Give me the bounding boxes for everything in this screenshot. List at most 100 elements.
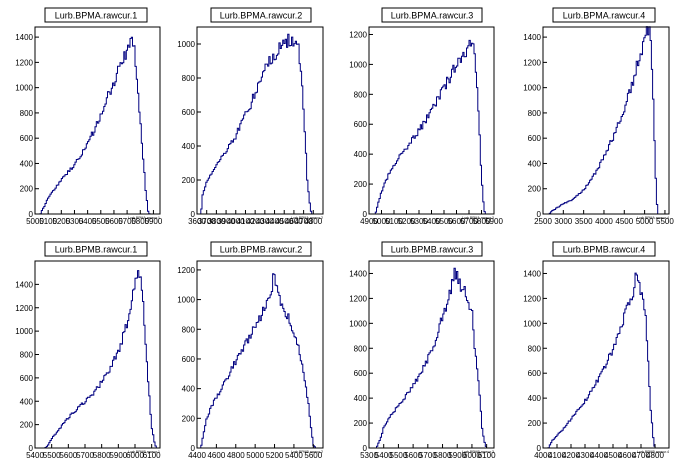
histogram-panel-4: 0 200 400 600 800 1000 1200 1400 2500 3000 3500 400… xyxy=(523,7,674,226)
y-tick-label: 0 xyxy=(537,444,542,453)
plot-frame xyxy=(542,260,670,449)
y-tick-label: 400 xyxy=(354,150,368,159)
y-tick-label: 800 xyxy=(182,74,196,83)
x-tick-label: 4800 xyxy=(227,451,245,460)
y-tick-label: 1200 xyxy=(15,58,33,67)
y-tick-label: 200 xyxy=(354,180,368,189)
x-tick-label: 5500 xyxy=(92,217,110,226)
histogram-line xyxy=(197,33,323,215)
y-tick-label: 1400 xyxy=(349,269,367,278)
x-tick-label: 3600 xyxy=(188,217,206,226)
y-tick-label: 800 xyxy=(528,109,542,118)
y-tick-label: 1000 xyxy=(349,319,367,328)
histogram-title: Lurb.BPMB.rawcur.4 xyxy=(563,245,646,255)
y-tick-label: 1000 xyxy=(177,40,195,49)
title-box xyxy=(44,7,148,23)
y-tick-label: 400 xyxy=(528,159,542,168)
title-box xyxy=(381,7,483,23)
title-box xyxy=(381,241,483,257)
plot-frame xyxy=(34,26,161,215)
plot-frame xyxy=(368,260,495,449)
y-tick-label: 1200 xyxy=(523,58,541,67)
y-tick-label: 200 xyxy=(528,185,542,194)
x-tick-label: 5800 xyxy=(131,217,149,226)
x-tick-label: 4100 xyxy=(548,451,566,460)
histogram-title: Lurb.BPMA.rawcur.2 xyxy=(220,11,303,21)
histogram-panel-5: 0 200 400 600 800 1000 1200 1400 540055005600570… xyxy=(15,241,161,460)
x-axis-label: Lurb.BPMA.rawcur.4 xyxy=(637,216,669,220)
x-tick-label: 5400 xyxy=(375,451,393,460)
title-box xyxy=(552,241,656,257)
y-tick-label: 800 xyxy=(20,351,34,360)
title-box xyxy=(210,7,312,23)
x-tick-label: 4500 xyxy=(275,217,293,226)
x-axis-label: Lurb.BPMA.rawcur.1 xyxy=(128,216,160,220)
x-tick-label: 4100 xyxy=(237,217,255,226)
x-tick-label: 4300 xyxy=(256,217,274,226)
x-tick-label: 5200 xyxy=(266,451,284,460)
x-axis-label: Lurb.BPMB.rawcur.2 xyxy=(291,450,323,454)
x-tick-label: 3000 xyxy=(554,217,572,226)
x-tick-label: 5000 xyxy=(246,451,264,460)
y-tick-label: 1000 xyxy=(177,296,195,305)
x-tick-label: 5500 xyxy=(390,451,408,460)
x-tick-label: 4000 xyxy=(534,451,552,460)
x-tick-label: 4700 xyxy=(295,217,313,226)
y-tick-label: 0 xyxy=(191,210,196,219)
histogram-line xyxy=(35,36,160,215)
x-tick-label: 5900 xyxy=(485,217,503,226)
y-tick-label: 600 xyxy=(182,108,196,117)
x-tick-label: 5000 xyxy=(373,217,391,226)
histogram-panel-2: 0 200 400 600 800 1000 36003700380039004000410… xyxy=(177,7,324,226)
y-tick-label: 1200 xyxy=(349,30,367,39)
y-tick-label: 1200 xyxy=(349,294,367,303)
x-axis-label: Lurb.BPMA.rawcur.3 xyxy=(462,216,494,220)
x-tick-label: 5600 xyxy=(105,217,123,226)
histogram-panel-3: 0 200 400 600 800 1000 1200 4900500051005200530… xyxy=(349,7,503,226)
y-tick-label: 400 xyxy=(182,385,196,394)
x-tick-label: 5300 xyxy=(360,451,378,460)
x-tick-label: 5500 xyxy=(435,217,453,226)
histogram-title: Lurb.BPMB.rawcur.1 xyxy=(55,245,138,255)
y-tick-label: 1400 xyxy=(15,280,33,289)
x-tick-label: 5800 xyxy=(93,451,111,460)
y-tick-label: 0 xyxy=(191,444,196,453)
x-tick-label: 6100 xyxy=(143,451,161,460)
x-tick-label: 3700 xyxy=(198,217,216,226)
histogram-title: Lurb.BPMA.rawcur.3 xyxy=(391,11,474,21)
x-tick-label: 3900 xyxy=(217,217,235,226)
x-tick-label: 4600 xyxy=(207,451,225,460)
x-tick-label: 5100 xyxy=(39,217,57,226)
histogram-title: Lurb.BPMB.rawcur.2 xyxy=(220,245,303,255)
y-tick-label: 400 xyxy=(20,159,34,168)
x-tick-label: 5900 xyxy=(448,451,466,460)
x-tick-label: 5700 xyxy=(118,217,136,226)
x-axis-label: Lurb.BPMA.rawcur.2 xyxy=(291,216,323,220)
x-tick-label: 5400 xyxy=(79,217,97,226)
y-tick-label: 200 xyxy=(528,419,542,428)
plot-frame xyxy=(196,26,324,215)
x-tick-label: 4700 xyxy=(632,451,650,460)
x-tick-label: 4000 xyxy=(595,217,613,226)
x-tick-label: 3800 xyxy=(207,217,225,226)
histogram-line xyxy=(543,26,669,215)
y-tick-label: 400 xyxy=(182,142,196,151)
x-tick-label: 5700 xyxy=(460,217,478,226)
x-axis-label: Lurb.BPMB.rawcur.4 xyxy=(637,450,669,454)
title-box xyxy=(44,241,148,257)
histogram-title: Lurb.BPMA.rawcur.4 xyxy=(563,11,646,21)
y-tick-label: 1000 xyxy=(523,319,541,328)
histogram-panel-6: 0 200 400 600 800 1000 1200 4400 4600 4800 5000 520… xyxy=(177,241,324,460)
y-tick-label: 0 xyxy=(363,210,368,219)
x-axis-label: Lurb.BPMB.rawcur.3 xyxy=(462,450,494,454)
y-tick-label: 800 xyxy=(354,344,368,353)
x-tick-label: 5400 xyxy=(285,451,303,460)
y-tick-label: 800 xyxy=(354,90,368,99)
x-tick-label: 3500 xyxy=(575,217,593,226)
y-tick-label: 1400 xyxy=(523,269,541,278)
y-tick-label: 1400 xyxy=(15,33,33,42)
y-tick-label: 200 xyxy=(182,414,196,423)
x-tick-label: 4600 xyxy=(618,451,636,460)
x-tick-label: 5100 xyxy=(385,217,403,226)
